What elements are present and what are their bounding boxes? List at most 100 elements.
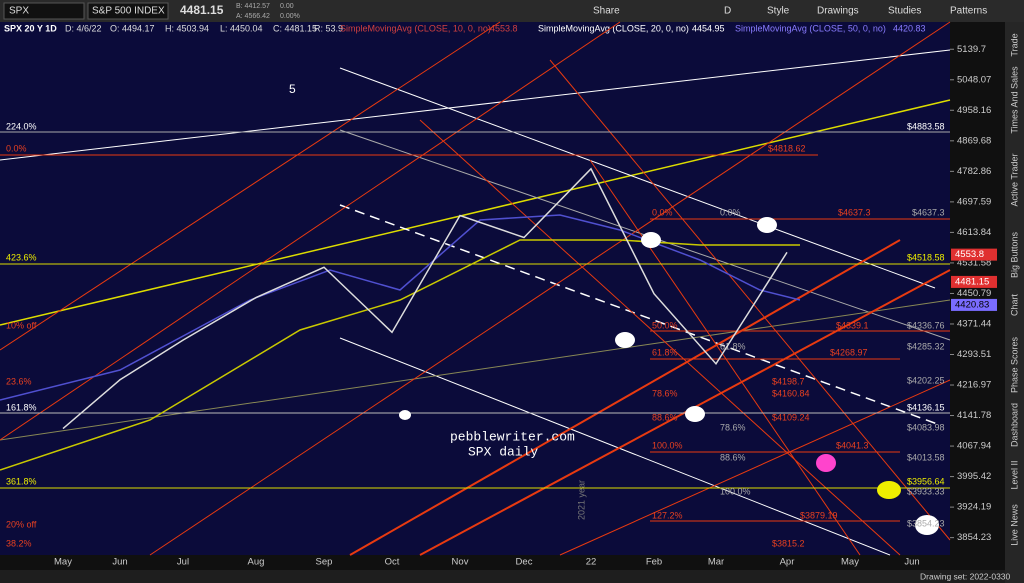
y-tick-label: 4531.58 (957, 257, 991, 268)
trendline (0, 299, 951, 441)
trendline (0, 49, 951, 161)
gray-pct: 0.0% (720, 207, 741, 217)
level-pct: 161.8% (6, 402, 37, 412)
study-value: 4420.83 (893, 23, 926, 33)
fib-price: $4160.84 (772, 388, 810, 398)
y-tick-label: 4613.84 (957, 227, 991, 238)
sidebar-tab[interactable]: Chart (1009, 294, 1019, 317)
x-tick-label: Feb (646, 557, 662, 568)
channel-line (589, 159, 861, 556)
sidebar-tab[interactable]: Phase Scores (1009, 336, 1019, 393)
info-high: H: 4503.94 (165, 23, 209, 33)
sidebar-tab[interactable]: Level II (1009, 460, 1019, 489)
status-bar (0, 570, 1005, 583)
drawings-button[interactable]: Drawings (817, 6, 859, 17)
level-price: $3956.64 (907, 476, 945, 486)
gray-pct: 78.6% (720, 422, 746, 432)
channel-line (0, 21, 621, 441)
gray-price: $4336.76 (907, 320, 945, 330)
info-range: R: 53.9 (314, 23, 343, 33)
fib-price: $3815.2 (772, 538, 805, 548)
channel-line (549, 59, 951, 541)
sidebar-tab[interactable]: Times And Sales (1009, 66, 1019, 134)
change: 0.00 (280, 3, 294, 10)
gray-price: $4637.3 (912, 207, 945, 217)
sidebar-tab[interactable]: Live News (1009, 504, 1019, 546)
y-tick-label: 5139.7 (957, 44, 986, 55)
level-price: $4883.58 (907, 121, 945, 131)
y-tick-label: 4697.59 (957, 196, 991, 207)
fib-price: $4198.7 (772, 376, 805, 386)
level-pct: 20% off (6, 519, 37, 529)
y-tick-label: 4869.68 (957, 135, 991, 146)
wave-label: 5 (289, 82, 296, 96)
fib-pct: 127.2% (652, 510, 683, 520)
study-value: 4454.95 (692, 23, 725, 33)
gray-pct: 61.8% (720, 341, 746, 351)
fib-price: $4041.3 (836, 440, 869, 450)
sidebar-tab[interactable]: Trade (1009, 33, 1019, 56)
studies-button[interactable]: Studies (888, 6, 921, 17)
drawings (0, 21, 951, 556)
symbol-name: S&P 500 INDEX (92, 6, 165, 17)
marker (877, 481, 901, 499)
info-date: D: 4/6/22 (65, 23, 102, 33)
symbol-box[interactable] (3, 2, 85, 20)
patterns-button[interactable]: Patterns (950, 6, 987, 17)
fib-price: $4637.3 (838, 207, 871, 217)
x-tick-label: Sep (316, 557, 333, 568)
marker (615, 332, 635, 348)
marker (816, 454, 836, 472)
fib-pct: 88.6% (652, 412, 678, 422)
ask: A: 4566.42 (236, 13, 270, 20)
study-value: 4553.8 (490, 23, 518, 33)
y-tick-label: 4782.86 (957, 166, 991, 177)
study-name: SimpleMovingAvg (CLOSE, 20, 0, no) (538, 23, 689, 33)
sidebar-tab[interactable]: Big Buttons (1009, 231, 1019, 278)
info-row: SPX 20 Y 1D D: 4/6/22 O: 4494.17 H: 4503… (4, 23, 926, 33)
trendline (0, 99, 951, 326)
price-tag-label: 4420.83 (955, 299, 989, 310)
change-pct: 0.00% (280, 13, 300, 20)
gray-price: $3854.23 (907, 518, 945, 528)
fib-pct: 100.0% (652, 440, 683, 450)
level-pct: 224.0% (6, 121, 37, 131)
channel-line (349, 239, 901, 556)
status: Drawing set: 2022-0330 (920, 571, 1011, 581)
level-pct: 0.0% (6, 143, 27, 153)
sidebar (1005, 22, 1024, 583)
gray-price: $4013.58 (907, 452, 945, 462)
fib-pct: 78.6% (652, 388, 678, 398)
style-button[interactable]: Style (767, 6, 790, 17)
trendline (339, 204, 941, 426)
share-button[interactable]: Share (593, 6, 620, 17)
sidebar-tab[interactable]: Active Trader (1009, 153, 1019, 206)
toolbar (0, 0, 1024, 22)
x-tick-label: Aug (248, 557, 265, 568)
price-tag-label: 4481.15 (955, 276, 989, 287)
period[interactable]: D (724, 6, 731, 17)
level-labels: 224.0% 0.0% 423.6% 10% off 23.6% 161.8% … (6, 121, 945, 548)
y-tick-label: 3854.23 (957, 532, 991, 543)
fib-pct: 0.0% (652, 207, 673, 217)
trendline (339, 67, 936, 289)
marker (757, 217, 777, 233)
gray-price: $4083.98 (907, 422, 945, 432)
level-pct: 423.6% (6, 252, 37, 262)
y-tick-label: 4216.97 (957, 380, 991, 391)
x-tick-label: May (841, 557, 859, 568)
plot-area (0, 22, 950, 555)
symbol: SPX (9, 6, 29, 17)
y-tick-label: 3924.19 (957, 502, 991, 513)
bid: B: 4412.57 (236, 3, 270, 10)
sidebar-tab[interactable]: Dashboard (1009, 403, 1019, 447)
price-line (62, 167, 788, 430)
info-chart: SPX 20 Y 1D (4, 23, 57, 33)
x-tick-label: 22 (586, 557, 597, 568)
moving-average (0, 239, 800, 471)
watermark: SPX daily (468, 444, 538, 459)
fib-price: $3879.19 (800, 510, 838, 520)
marker (915, 515, 939, 535)
level-price: $4136.15 (907, 402, 945, 412)
price-tag (951, 248, 997, 261)
